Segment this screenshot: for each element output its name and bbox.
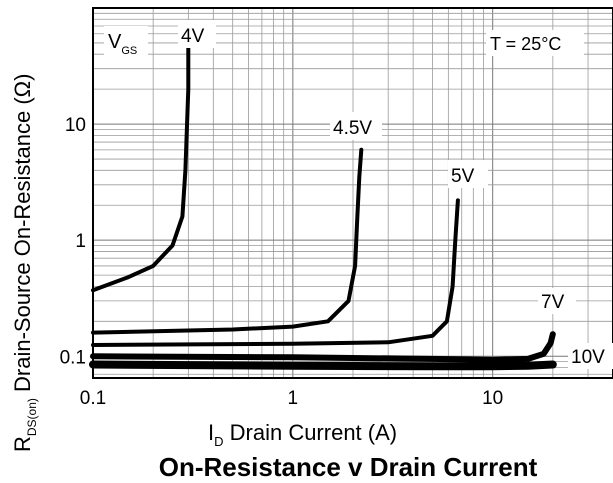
grid (92, 8, 613, 378)
x-axis-label-rest: Drain Current (A) (224, 420, 398, 445)
x-axis-label: ID Drain Current (A) (208, 420, 397, 449)
y-tick-label: 10 (65, 115, 86, 136)
x-tick-label: 10 (482, 388, 503, 409)
y-tick-label: 1 (75, 231, 86, 252)
y-axis-label-main: R (10, 436, 35, 452)
series-line-7V (90, 331, 556, 363)
tick-labels: 0.1 1 10 0.1 1 10 (60, 115, 504, 409)
x-axis-label-sub: D (214, 434, 223, 449)
curve-label: 5V (451, 166, 475, 187)
legend-title-sub: GS (121, 45, 137, 57)
curve-labels: 4V 4.5V 5V 7V 10V (178, 20, 613, 369)
curve-label: 10V (571, 347, 605, 368)
y-axis-label: RDS(on) Drain-Source On-Resistance (Ω) (10, 74, 39, 452)
y-axis-label-sub: DS(on) (25, 398, 39, 436)
curve-label-bg (538, 288, 576, 314)
annotation-bg (486, 30, 584, 56)
curve-label: 7V (541, 292, 565, 313)
temperature-annotation: T = 25°C (490, 34, 561, 54)
legend-title: VGS (108, 31, 137, 57)
plot-frame (92, 7, 613, 379)
chart-title: On-Resistance v Drain Current (159, 452, 538, 482)
series-line-10V (89, 360, 557, 371)
curve-label-bg (568, 343, 613, 369)
curve-label-bg (330, 112, 382, 140)
y-axis-label-rest: Drain-Source On-Resistance (Ω) (10, 74, 35, 399)
legend-title-main: V (108, 31, 122, 53)
curve-label-bg (448, 160, 488, 188)
y-tick-label: 0.1 (60, 347, 86, 368)
series-line-4_5V (91, 147, 364, 335)
series-line-5V (91, 198, 460, 347)
x-axis-label-main: I (208, 420, 214, 445)
curve-label: 4.5V (333, 118, 372, 139)
curve-label-bg (178, 20, 216, 48)
curve-label: 4V (181, 26, 205, 47)
x-tick-label: 0.1 (80, 388, 106, 409)
series-line-4V (91, 40, 191, 293)
curves (89, 40, 557, 371)
legend-title-bg (104, 26, 148, 60)
x-tick-label: 1 (288, 388, 299, 409)
